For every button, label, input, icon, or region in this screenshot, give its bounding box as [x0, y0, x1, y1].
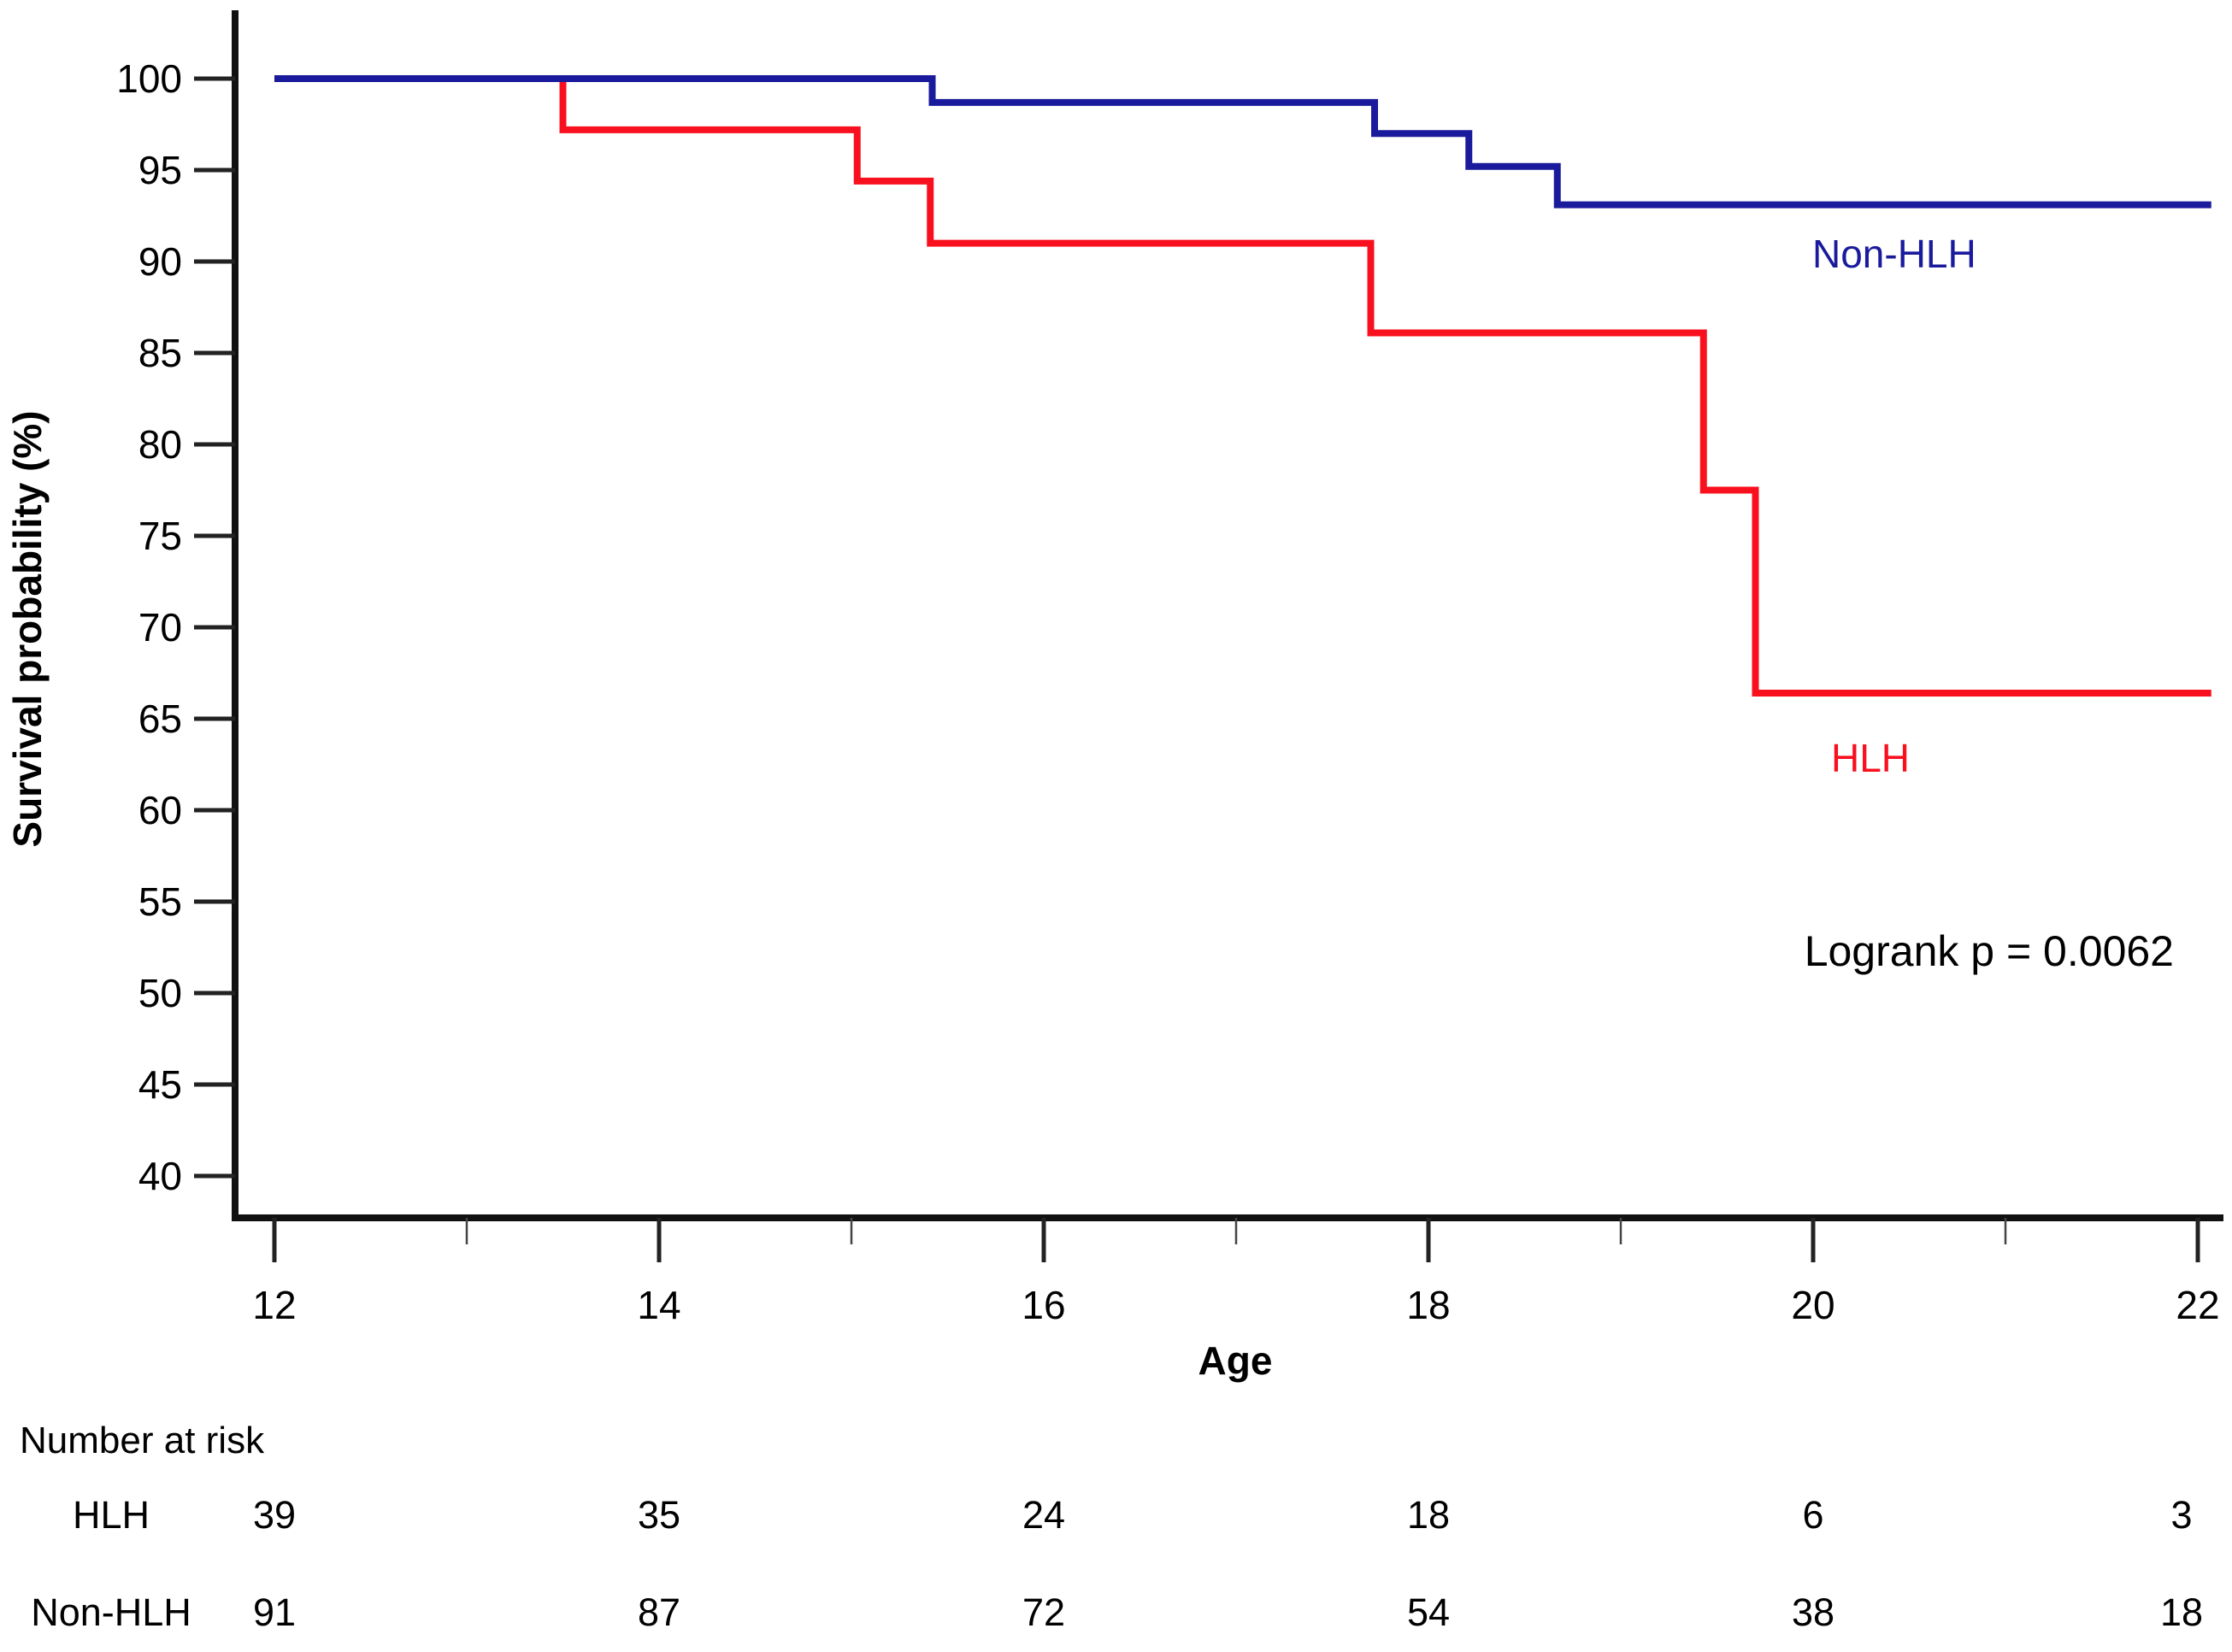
number-at-risk-value-non-hlh-age22: 18	[2160, 1590, 2203, 1634]
x-tick-label-16: 16	[1022, 1283, 1065, 1327]
number-at-risk-value-non-hlh-age12: 91	[253, 1590, 296, 1634]
km-curve-non-hlh	[274, 75, 2211, 209]
y-tick-label-80: 80	[138, 422, 182, 467]
x-tick-label-20: 20	[1791, 1283, 1834, 1327]
number-at-risk-value-hlh-age20: 6	[1802, 1493, 1823, 1537]
y-tick-label-75: 75	[138, 514, 182, 558]
logrank-annotation: Logrank p = 0.0062	[1805, 927, 2174, 975]
curve-label-hlh: HLH	[1831, 736, 1910, 780]
number-at-risk-value-hlh-age14: 35	[638, 1493, 680, 1537]
chart-dynamic-layer: 100 95 90 85 80 75 70 65 60 55 50 45 40 12 14 16 18 20 22 H…	[116, 56, 2219, 1634]
number-at-risk-value-hlh-age16: 24	[1022, 1493, 1065, 1537]
y-tick-label-95: 95	[138, 148, 182, 192]
curve-label-non-hlh: Non-HLH	[1812, 232, 1976, 276]
km-curve-hlh	[274, 75, 2211, 697]
y-tick-label-50: 50	[138, 971, 182, 1015]
x-axis-title: Age	[1198, 1338, 1273, 1383]
y-tick-label-70: 70	[138, 605, 182, 650]
x-tick-label-12: 12	[252, 1283, 296, 1327]
number-at-risk-row-label-non-hlh: Non-HLH	[31, 1590, 191, 1634]
y-axis-title: Survival probability (%)	[5, 410, 50, 847]
x-tick-label-18: 18	[1406, 1283, 1450, 1327]
y-tick-label-85: 85	[138, 331, 182, 375]
x-tick-label-22: 22	[2176, 1283, 2219, 1327]
number-at-risk-value-hlh-age18: 18	[1407, 1493, 1450, 1537]
y-tick-label-40: 40	[138, 1154, 182, 1198]
number-at-risk-value-non-hlh-age18: 54	[1407, 1590, 1450, 1634]
number-at-risk-title: Number at risk	[20, 1420, 265, 1461]
number-at-risk-value-non-hlh-age16: 72	[1022, 1590, 1065, 1634]
number-at-risk-row-label-hlh: HLH	[73, 1493, 150, 1537]
number-at-risk-value-non-hlh-age14: 87	[638, 1590, 680, 1634]
y-tick-label-100: 100	[116, 56, 182, 101]
x-tick-label-14: 14	[637, 1283, 680, 1327]
y-tick-label-55: 55	[138, 879, 182, 924]
y-tick-label-90: 90	[138, 239, 182, 284]
number-at-risk-value-hlh-age22: 3	[2170, 1493, 2192, 1537]
number-at-risk-value-hlh-age12: 39	[253, 1493, 296, 1537]
y-tick-label-60: 60	[138, 788, 182, 832]
y-tick-label-45: 45	[138, 1062, 182, 1107]
y-tick-label-65: 65	[138, 697, 182, 741]
number-at-risk-value-non-hlh-age20: 38	[1792, 1590, 1834, 1634]
